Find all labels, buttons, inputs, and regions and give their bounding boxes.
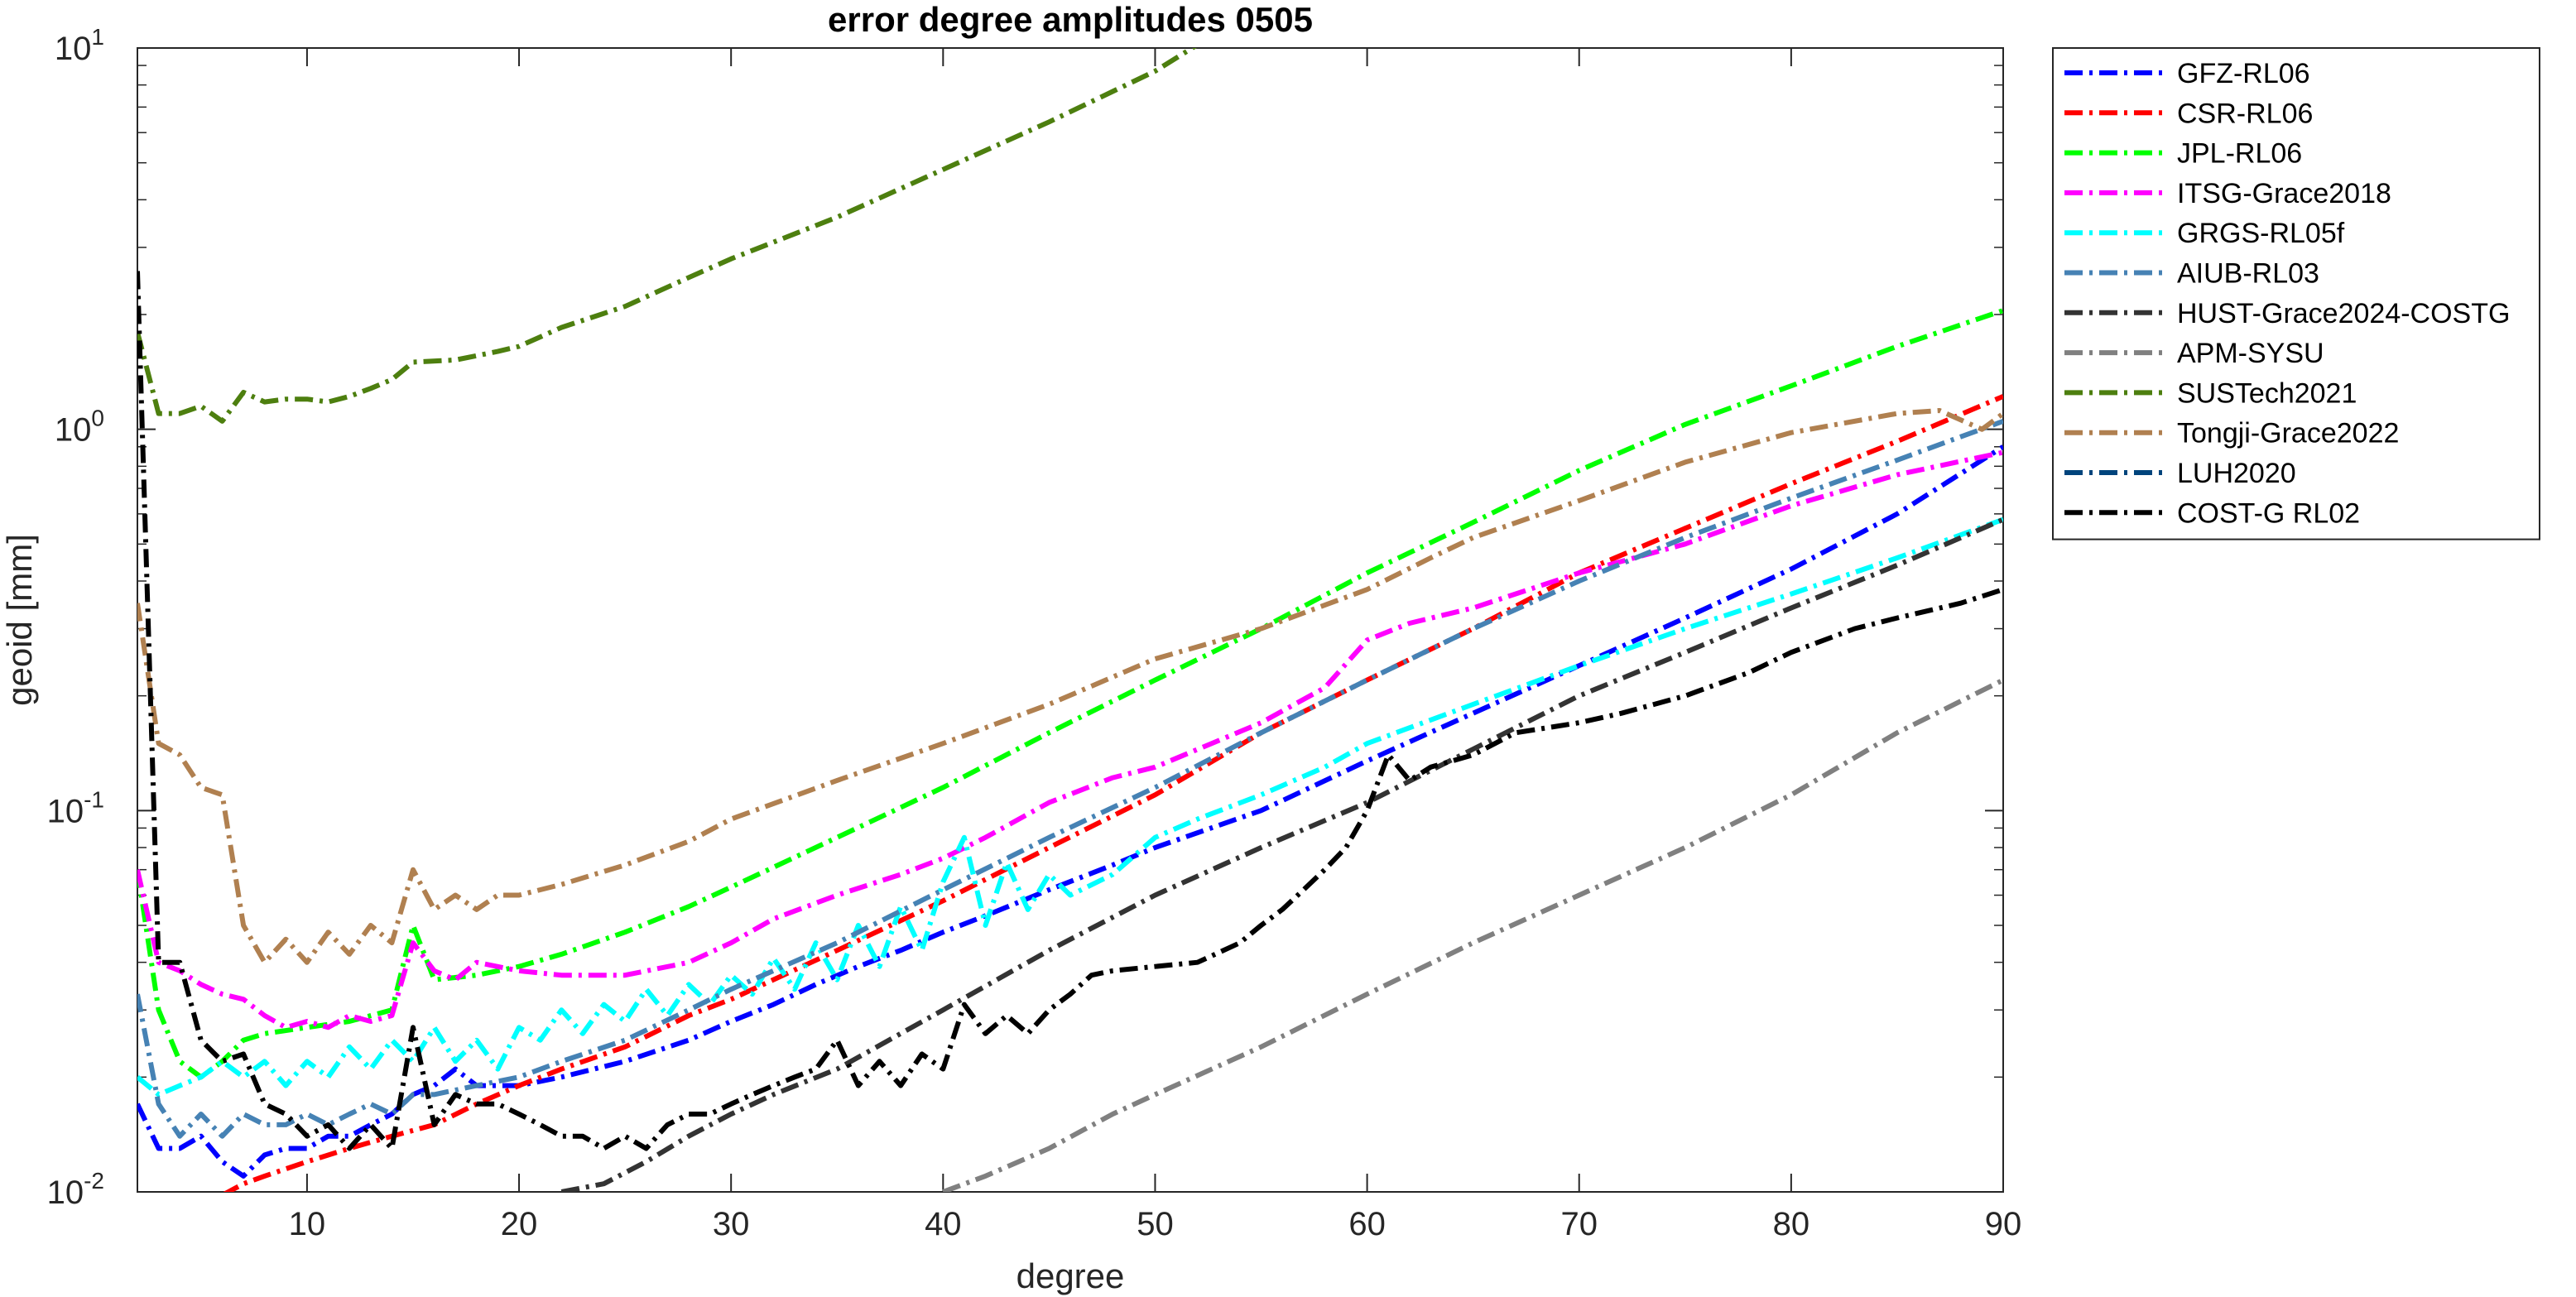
axis-ticks: 10 20 30 40 50 60 70 80 90 10-2 10-1 100 101 [47,24,2022,1242]
legend-entry: CSR-RL06 [2177,98,2313,129]
x-tick-label: 10 [289,1206,326,1242]
series-line-apm-sysu [942,677,2003,1192]
plot-area [137,47,2004,1193]
series-line-cost-g-rl02 [137,271,2003,1151]
series-layer [137,48,2003,1192]
legend-entry: APM-SYSU [2177,338,2324,369]
legend-entry: COST-G RL02 [2177,497,2360,529]
x-tick-label: 50 [1137,1206,1174,1242]
series-line-hust-grace2024-costg [560,516,2003,1192]
legend-entry: GRGS-RL05f [2177,218,2345,249]
legend-entry: AIUB-RL03 [2177,258,2319,290]
legend-entry: Tongji-Grace2022 [2177,418,2399,449]
x-tick-label: 40 [925,1206,962,1242]
series-line-itsg-grace2018 [137,449,2003,1030]
chart-title: error degree amplitudes 0505 [828,0,1313,39]
x-axis-label: degree [1016,1256,1125,1295]
x-tick-label: 30 [713,1206,750,1242]
legend-entry: SUSTech2021 [2177,377,2357,409]
legend-entry: LUH2020 [2177,458,2296,489]
y-tick-label: 101 [55,24,104,67]
x-tick-label: 60 [1348,1206,1386,1242]
series-line-sustech2021 [137,48,1197,424]
legend-entry: ITSG-Grace2018 [2177,178,2391,209]
series-line-aiub-rl03 [137,419,2003,1139]
y-tick-label: 10-1 [47,786,104,829]
legend-box [2052,47,2540,540]
x-tick-label: 90 [1985,1206,2022,1242]
legend-entry: HUST-Grace2024-COSTG [2177,298,2510,329]
series-line-grgs-rl05f [137,516,2003,1098]
y-tick-label: 10-2 [47,1168,104,1211]
legend: GFZ-RL06 CSR-RL06 JPL-RL06 ITSG-Grace2018 GR… [2052,47,2540,540]
x-tick-label: 20 [501,1206,538,1242]
y-axis-label: geoid [mm] [0,534,39,706]
series-line-jpl-rl06 [137,308,2003,1080]
series-line-gfz-rl06 [137,444,2003,1179]
legend-entry: GFZ-RL06 [2177,58,2310,89]
series-line-tongji-grace2022 [137,408,2003,965]
y-tick-label: 100 [55,406,104,449]
x-tick-label: 80 [1773,1206,1810,1242]
legend-entry: JPL-RL06 [2177,138,2302,170]
x-tick-label: 70 [1560,1206,1598,1242]
